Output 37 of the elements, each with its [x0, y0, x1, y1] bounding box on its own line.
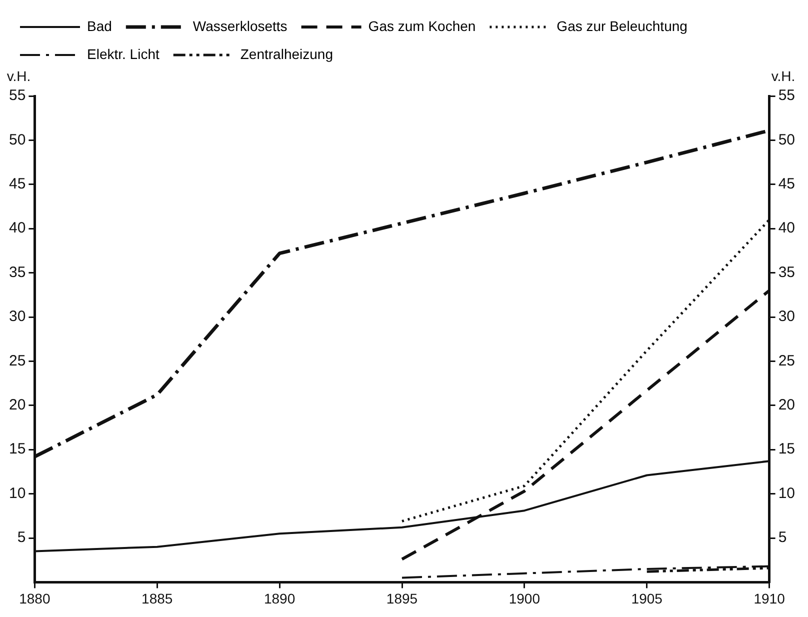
y-axis-title: v.H. [6, 68, 31, 84]
legend-label: Wasserklosetts [192, 18, 288, 34]
y2-tick-label: 25 [778, 352, 796, 370]
x-tick-label: 1905 [631, 590, 663, 606]
y2-tick-label: 5 [778, 529, 787, 546]
y2-tick-label: 30 [778, 308, 796, 326]
y2-tick-label: 15 [778, 440, 796, 458]
y-tick-label: 10 [8, 484, 26, 502]
y2-tick-label: 20 [778, 396, 796, 414]
legend-label: Zentralheizung [240, 46, 333, 62]
y-tick-label: 5 [17, 529, 26, 546]
x-tick-label: 1885 [142, 590, 173, 606]
y2-tick-label: 50 [778, 131, 796, 148]
y-tick-label: 35 [8, 264, 26, 281]
legend-label: Elektr. Licht [87, 46, 160, 62]
y-tick-label: 45 [8, 176, 26, 193]
y-tick-label: 20 [8, 396, 26, 414]
y2-tick-label: 40 [778, 220, 796, 237]
y2-tick-label: 55 [778, 87, 796, 104]
y2-tick-label: 35 [778, 264, 796, 281]
x-tick-label: 1910 [754, 590, 786, 606]
x-tick-label: 1890 [264, 590, 296, 606]
x-tick-label: 1895 [386, 590, 418, 606]
x-tick-label: 1880 [19, 590, 50, 606]
legend-label: Bad [87, 18, 112, 34]
x-tick-label: 1900 [508, 590, 540, 606]
y2-tick-label: 10 [778, 484, 796, 502]
y2-axis-title: v.H. [771, 68, 796, 84]
legend-label: Gas zur Beleuchtung [556, 18, 688, 34]
legend-label: Gas zum Kochen [368, 18, 476, 34]
y-tick-label: 55 [8, 87, 26, 104]
y-tick-label: 25 [8, 352, 26, 370]
y-tick-label: 30 [8, 308, 26, 326]
y-tick-label: 15 [8, 440, 26, 458]
y2-tick-label: 45 [778, 176, 796, 193]
y-tick-label: 50 [8, 131, 26, 148]
y-tick-label: 40 [8, 220, 26, 237]
